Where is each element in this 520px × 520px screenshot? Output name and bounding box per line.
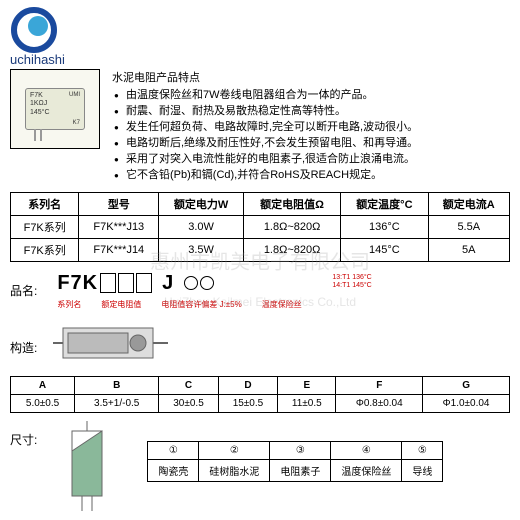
feature-item: 由温度保险丝和7W卷线电阻器组合为一体的产品。 — [112, 88, 510, 104]
spec-table: 系列名 型号 额定电力W 额定电阻值Ω 额定温度°C 额定电流A F7K系列 F… — [10, 192, 510, 262]
brand-logo-icon — [10, 6, 58, 54]
td: F7K***J13 — [79, 215, 159, 238]
table-row: 5.0±0.5 3.5+1/-0.5 30±0.5 15±0.5 11±0.5 … — [11, 394, 510, 412]
th: E — [278, 376, 336, 394]
th: 额定温度°C — [341, 192, 428, 215]
th: D — [218, 376, 277, 394]
table-row: F7K系列 F7K***J14 3.5W 1.8Ω~820Ω 145°C 5A — [11, 238, 510, 261]
top-row: F7K 1KΩJ 145°C UMI K7 水泥电阻产品特点 由温度保险丝和7W… — [10, 69, 510, 184]
chip-graphic: F7K 1KΩJ 145°C UMI K7 — [25, 88, 85, 130]
pn-annot: 额定电阻值 — [101, 299, 141, 310]
td: 145°C — [341, 238, 428, 261]
pn-box — [118, 273, 134, 293]
td: F7K系列 — [11, 238, 79, 261]
td: 温度保险丝 — [331, 459, 402, 481]
td: ② — [199, 441, 270, 459]
feature-item: 耐震、耐湿、耐热及易散热稳定性高等特性。 — [112, 104, 510, 120]
table-row: ① ② ③ ④ ⑤ — [148, 441, 443, 459]
size-label: 尺寸: — [10, 431, 37, 448]
pn-annot: 系列名 — [57, 299, 81, 310]
th: F — [336, 376, 423, 394]
brand-name: uchihashi — [10, 52, 510, 67]
chip-l5: K7 — [73, 120, 80, 126]
td: ④ — [331, 441, 402, 459]
th: G — [423, 376, 510, 394]
td: 3.5W — [159, 238, 244, 261]
pn-box — [100, 273, 116, 293]
logo-area — [10, 6, 510, 54]
table-row: F7K系列 F7K***J13 3.0W 1.8Ω~820Ω 136°C 5.5… — [11, 215, 510, 238]
td: 电阻素子 — [270, 459, 331, 481]
pn-annot-r: 14:T1 145°C — [332, 282, 371, 290]
td: 5A — [428, 238, 509, 261]
th: 型号 — [79, 192, 159, 215]
td: Φ0.8±0.04 — [336, 394, 423, 412]
table-row: 系列名 型号 额定电力W 额定电阻值Ω 额定温度°C 额定电流A — [11, 192, 510, 215]
construct-diagram-icon — [53, 318, 173, 368]
partno-label: 品名: — [10, 282, 37, 299]
th: C — [159, 376, 218, 394]
table-row: A B C D E F G — [11, 376, 510, 394]
pn-circle — [200, 276, 214, 290]
description: 水泥电阻产品特点 由温度保险丝和7W卷线电阻器组合为一体的产品。 耐震、耐湿、耐… — [112, 69, 510, 184]
construct-area: 构造: — [10, 318, 510, 368]
td: ① — [148, 441, 199, 459]
td: 136°C — [341, 215, 428, 238]
td: 5.0±0.5 — [11, 394, 75, 412]
td: F7K系列 — [11, 215, 79, 238]
desc-title: 水泥电阻产品特点 — [112, 69, 510, 85]
th: 系列名 — [11, 192, 79, 215]
th: A — [11, 376, 75, 394]
td: 1.8Ω~820Ω — [243, 238, 340, 261]
feature-item: 发生任何超负荷、电路故障时,完全可以断开电路,波动很小。 — [112, 120, 510, 136]
td: 5.5A — [428, 215, 509, 238]
product-image: F7K 1KΩJ 145°C UMI K7 — [10, 69, 100, 149]
td: ⑤ — [402, 441, 443, 459]
feature-item: 它不含铅(Pb)和镉(Cd),并符合RoHS及REACH规定。 — [112, 168, 510, 184]
pn-annot: 电阻值容许偏差 J:±5% — [161, 299, 241, 310]
feature-item: 电路切断后,绝缘及耐压性好,不会发生预留电阻、和再导通。 — [112, 136, 510, 152]
td: 3.5+1/-0.5 — [75, 394, 159, 412]
td: 硅树脂水泥 — [199, 459, 270, 481]
dims-table: A B C D E F G 5.0±0.5 3.5+1/-0.5 30±0.5 … — [10, 376, 510, 413]
pn-annot-r: 13:T1 136°C — [332, 274, 371, 282]
legend-table: ① ② ③ ④ ⑤ 陶瓷壳 硅树脂水泥 电阻素子 温度保险丝 导线 — [147, 441, 443, 482]
bottom-row: 尺寸: ① ② ③ ④ ⑤ 陶瓷壳 硅树脂水泥 电阻素子 温度保险丝 导线 — [10, 421, 510, 511]
pn-circle — [184, 276, 198, 290]
partno-boxes: F7K J — [57, 272, 301, 295]
th: 额定电力W — [159, 192, 244, 215]
pn-main: F7K — [57, 272, 98, 295]
td: F7K***J14 — [79, 238, 159, 261]
th: 额定电阻值Ω — [243, 192, 340, 215]
th: 额定电流A — [428, 192, 509, 215]
table-row: 陶瓷壳 硅树脂水泥 电阻素子 温度保险丝 导线 — [148, 459, 443, 481]
td: 导线 — [402, 459, 443, 481]
th: B — [75, 376, 159, 394]
pn-j: J — [162, 272, 174, 295]
td: Φ1.0±0.04 — [423, 394, 510, 412]
td: 30±0.5 — [159, 394, 218, 412]
td: ③ — [270, 441, 331, 459]
td: 11±0.5 — [278, 394, 336, 412]
dimension-drawing-icon — [57, 421, 127, 511]
construct-label: 构造: — [10, 339, 37, 356]
chip-l3: 145°C — [30, 109, 80, 117]
partno-area: 品名: F7K J 系列名 额定电阻值 电阻值容许偏差 J:±5% 温度保险丝 … — [10, 272, 510, 310]
feature-item: 采用了对突入电流性能好的电阻素子,很适合防止浪涌电流。 — [112, 152, 510, 168]
pn-box — [136, 273, 152, 293]
td: 15±0.5 — [218, 394, 277, 412]
td: 1.8Ω~820Ω — [243, 215, 340, 238]
chip-l4: UMI — [69, 92, 80, 98]
td: 陶瓷壳 — [148, 459, 199, 481]
feature-list: 由温度保险丝和7W卷线电阻器组合为一体的产品。 耐震、耐湿、耐热及易散热稳定性高… — [112, 88, 510, 184]
chip-l2: 1KΩJ — [30, 100, 80, 108]
td: 3.0W — [159, 215, 244, 238]
pn-annot: 温度保险丝 — [262, 299, 302, 310]
